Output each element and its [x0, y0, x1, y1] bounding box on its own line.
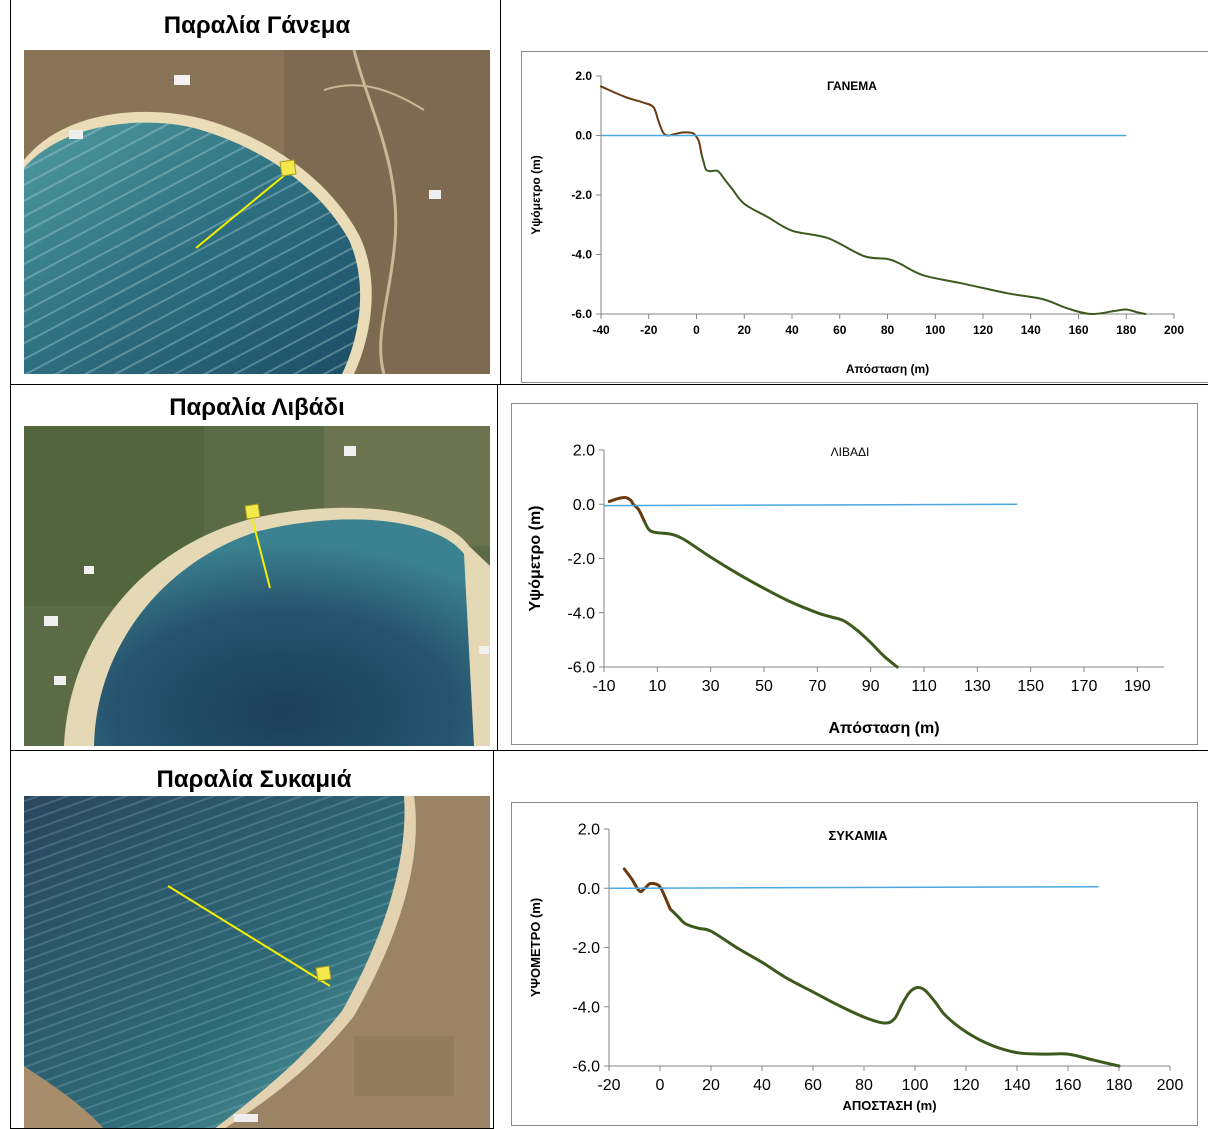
y-tick-label: 0.0: [575, 129, 592, 143]
chart-plot: -20 0 20 40 60 80 100 120 140 160 180 200 2.0 0.0 -2.0…: [528, 822, 1184, 1113]
x-tick-label: 150: [1017, 678, 1044, 695]
y-tick-label: 2.0: [578, 822, 600, 839]
x-axis-label: Απόσταση (m): [846, 362, 929, 376]
x-tick-label: 20: [702, 1077, 720, 1094]
profile-line: [668, 907, 1121, 1068]
y-tick-label: -6.0: [567, 660, 595, 677]
x-tick-label: 0: [656, 1077, 665, 1094]
beach-row-livadi: Παραλία Λιβάδι: [0, 384, 1208, 750]
x-tick-label: -40: [592, 323, 610, 337]
x-tick-label: 30: [702, 678, 720, 695]
chart-plot: -40 -20 0 20 40 60 80 100 120 140 160 180 200 2.0 0.0 -…: [529, 69, 1184, 376]
sea-level-line: [608, 886, 1099, 890]
x-tick-label: 180: [1116, 323, 1136, 337]
x-tick-label: -10: [592, 678, 615, 695]
y-axis-label: Υψόμετρο (m): [529, 155, 543, 235]
chart-title: ΓΑΝΕΜΑ: [827, 79, 877, 93]
y-axis-label: ΥΨΟΜΕΤΡΟ (m): [528, 898, 543, 997]
x-tick-label: 80: [855, 1077, 873, 1094]
aerial-photo: [24, 796, 490, 1129]
pushpin-icon: [315, 965, 332, 982]
beach-row-ganema: Παραλία Γάνεμα: [0, 0, 1208, 384]
x-tick-label: 100: [925, 323, 945, 337]
sea-level-line: [603, 503, 1018, 507]
y-axis-label: Υψόμετρο (m): [527, 505, 544, 611]
profile-line: [642, 519, 899, 669]
x-tick-label: 10: [648, 678, 666, 695]
y-tick-label: -2.0: [572, 940, 600, 957]
beach-title: Παραλία Λιβάδι: [169, 394, 345, 421]
x-tick-label: 170: [1071, 678, 1098, 695]
chart-title: ΣΥΚΑΜΙΑ: [828, 828, 888, 843]
y-tick-label: -2.0: [571, 188, 592, 202]
pushpin-icon: [244, 503, 261, 520]
y-tick-label: -4.0: [572, 999, 600, 1016]
x-axis-label: Απόσταση (m): [828, 720, 939, 737]
y-tick-label: -4.0: [571, 248, 592, 262]
x-tick-label: -20: [640, 323, 658, 337]
x-tick-label: 200: [1157, 1077, 1184, 1094]
x-tick-label: 100: [902, 1077, 929, 1094]
y-tick-label: 2.0: [573, 443, 595, 460]
beach-row-sykamia: Παραλία Συκαμιά: [0, 750, 1208, 1129]
x-tick-label: 160: [1068, 323, 1088, 337]
x-tick-label: 0: [693, 323, 700, 337]
aerial-photo: [24, 426, 490, 746]
x-tick-label: 120: [953, 1077, 980, 1094]
x-tick-label: 140: [1004, 1077, 1031, 1094]
aerial-photo: [24, 50, 490, 374]
profile-line-beach: [607, 495, 646, 522]
x-tick-label: 180: [1106, 1077, 1133, 1094]
x-tick-label: 200: [1164, 323, 1184, 337]
x-tick-label: 130: [964, 678, 991, 695]
x-tick-label: 80: [881, 323, 895, 337]
beach-title: Παραλία Συκαμιά: [156, 766, 352, 793]
y-tick-label: 2.0: [575, 69, 592, 83]
chart-title: ΛΙΒΑΔΙ: [831, 445, 870, 459]
profile-line: [700, 152, 1147, 316]
y-tick-label: 0.0: [578, 881, 600, 898]
x-tick-label: 120: [973, 323, 993, 337]
y-tick-label: 0.0: [573, 497, 595, 514]
x-tick-label: 190: [1124, 678, 1151, 695]
y-tick-label: -6.0: [572, 1059, 600, 1076]
x-tick-label: 20: [738, 323, 752, 337]
x-tick-label: 60: [804, 1077, 822, 1094]
pushpin-icon: [279, 159, 297, 177]
y-tick-label: -6.0: [571, 307, 592, 321]
x-tick-label: 40: [753, 1077, 771, 1094]
x-axis-label: ΑΠΟΣΤΑΣΗ (m): [842, 1098, 936, 1113]
x-tick-label: 60: [833, 323, 847, 337]
x-tick-label: 40: [785, 323, 799, 337]
x-tick-label: 110: [911, 678, 937, 695]
chart-container: -40 -20 0 20 40 60 80 100 120 140 160 180 200 2.0 0.0 -…: [521, 51, 1208, 383]
profile-line-beach: [600, 85, 703, 155]
y-tick-label: -2.0: [567, 551, 595, 568]
x-tick-label: -20: [597, 1077, 620, 1094]
x-tick-label: 160: [1055, 1077, 1082, 1094]
x-tick-label: 70: [808, 678, 826, 695]
profile-line-beach: [622, 867, 672, 911]
beach-title: Παραλία Γάνεμα: [163, 12, 351, 39]
y-tick-label: -4.0: [567, 605, 595, 622]
chart-container: -10 10 30 50 70 90 110 130 150 170 190 2.0 0.0 -2.0 -4…: [511, 403, 1198, 745]
chart-container: -20 0 20 40 60 80 100 120 140 160 180 200 2.0 0.0 -2.0…: [511, 802, 1198, 1126]
x-tick-label: 90: [862, 678, 880, 695]
x-tick-label: 140: [1021, 323, 1041, 337]
chart-plot: -10 10 30 50 70 90 110 130 150 170 190 2.0 0.0 -2.0 -4…: [527, 443, 1164, 737]
x-tick-label: 50: [755, 678, 773, 695]
